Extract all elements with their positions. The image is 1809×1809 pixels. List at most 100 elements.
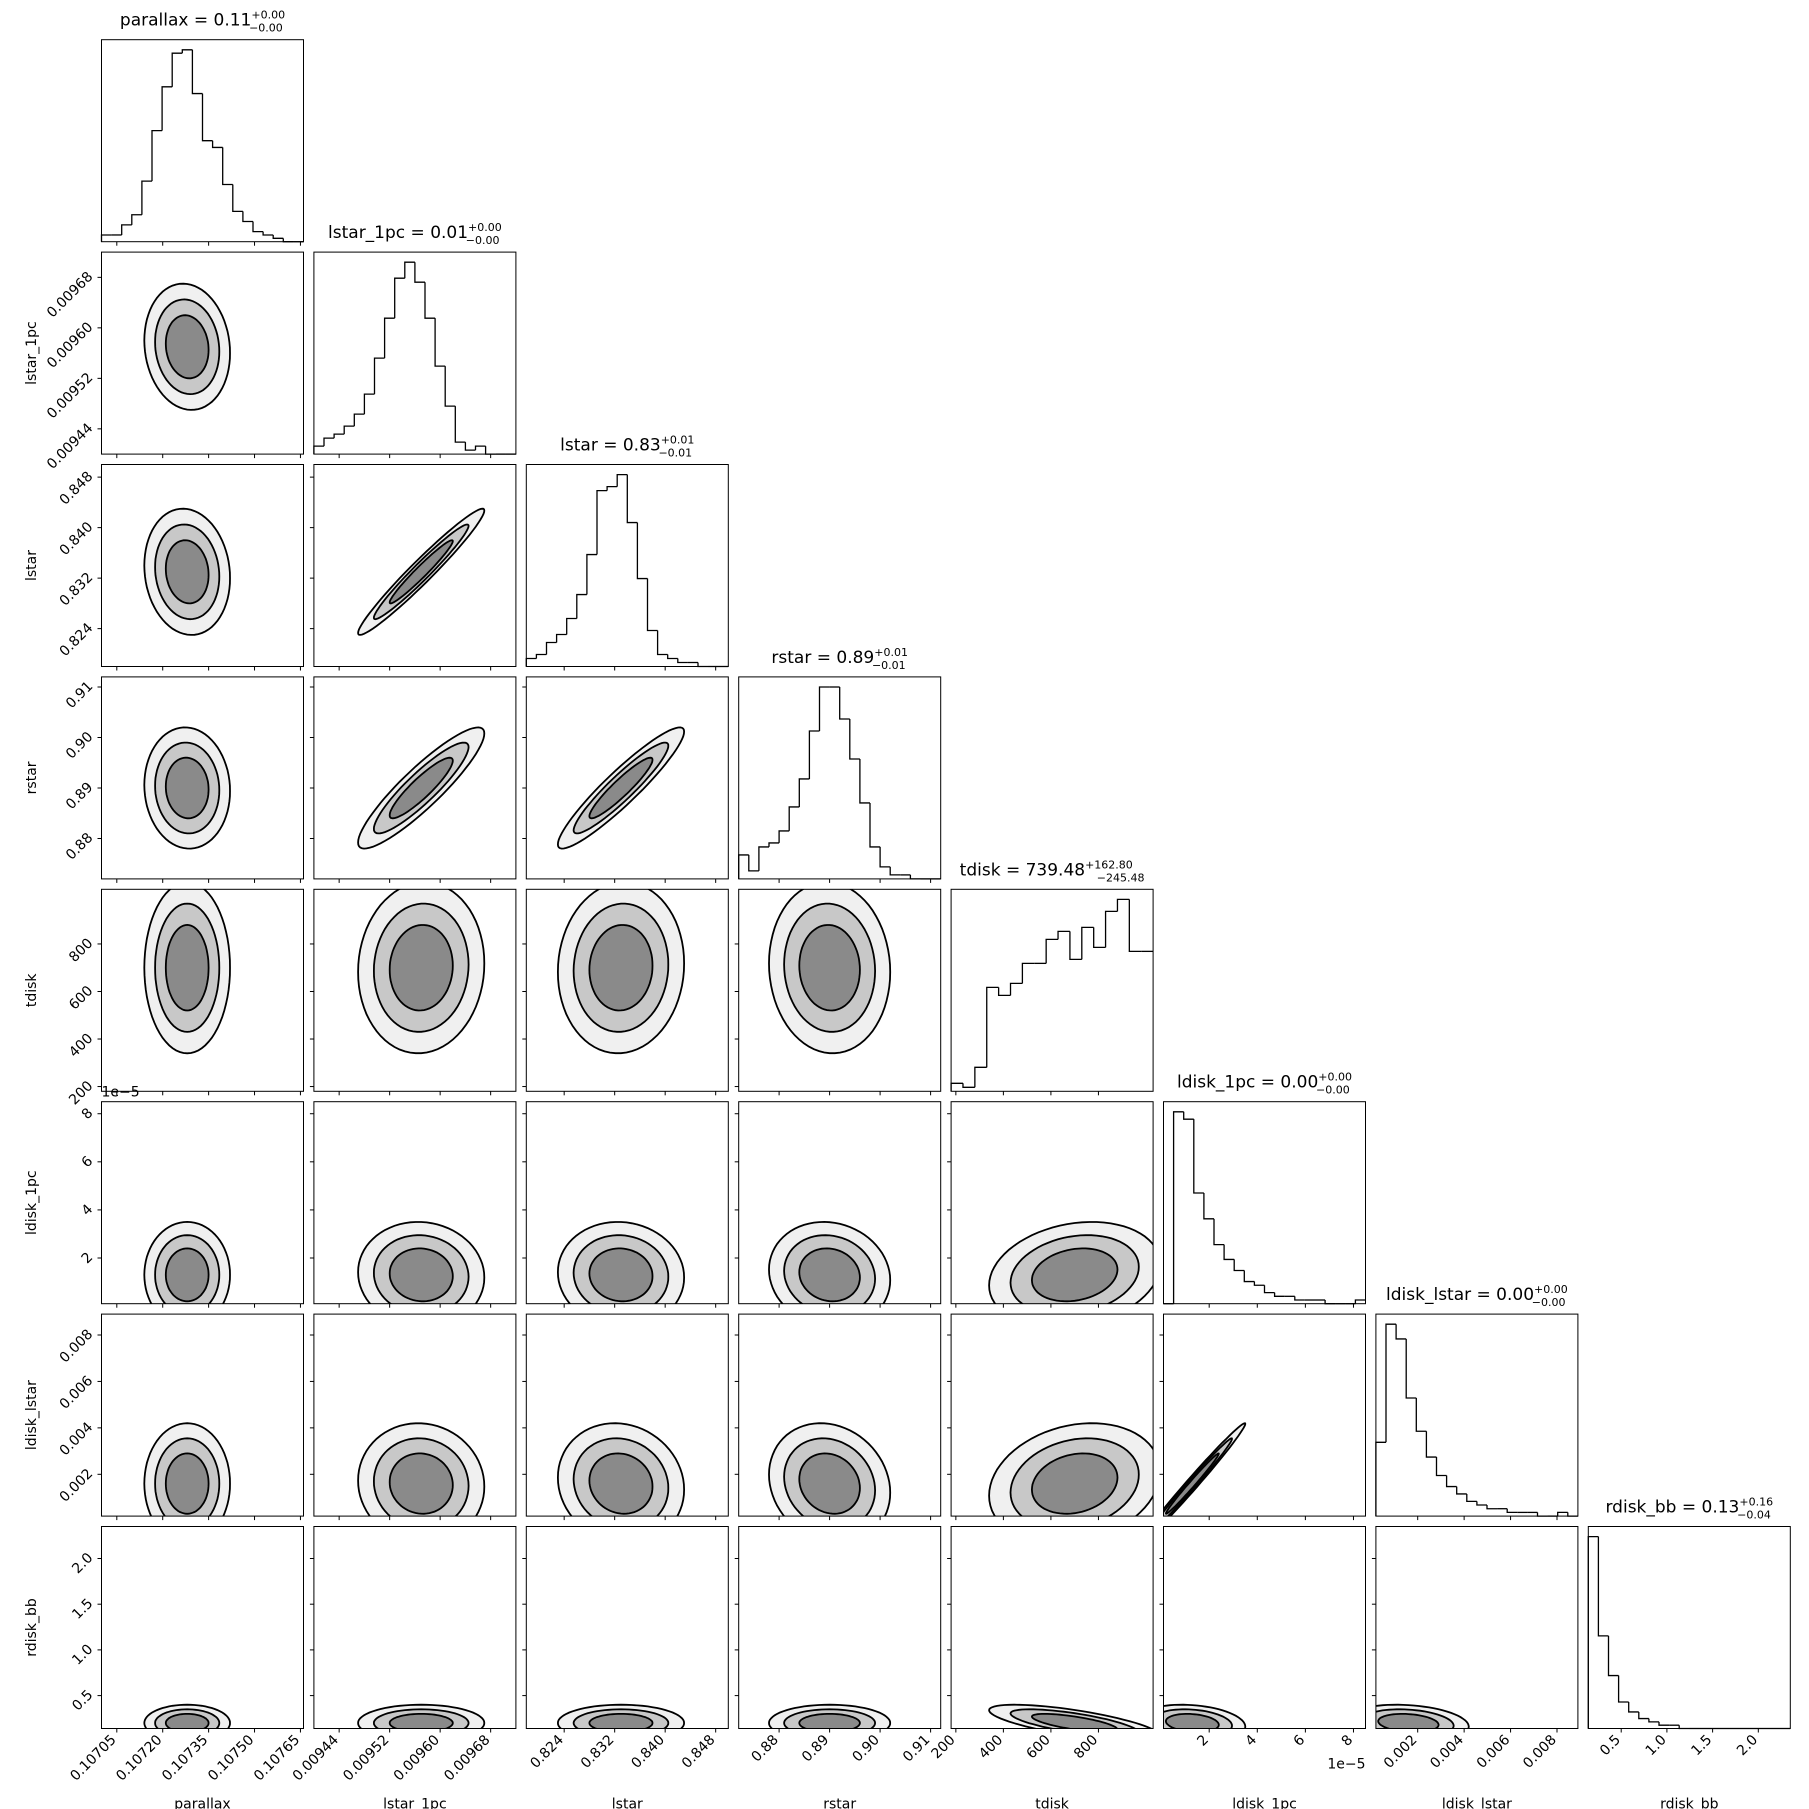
scatter-panel [947, 1313, 1154, 1521]
x-tick-label: 600 [1024, 1732, 1054, 1762]
histogram-step [1223, 1244, 1235, 1261]
y-tick-label: 8 [79, 1105, 97, 1123]
histogram-step [1506, 1508, 1518, 1514]
title-err-plus: +0.01 [874, 646, 908, 659]
histogram-step [181, 49, 193, 54]
y-tick-label: 0.89 [63, 780, 96, 813]
x-tick-label: 0.10735 [159, 1732, 211, 1784]
title-err-minus: −0.01 [658, 447, 692, 460]
x-tick-label: 0.90 [850, 1732, 883, 1765]
title-err-plus: +0.00 [1318, 1071, 1352, 1084]
contours [357, 507, 486, 636]
title-err-minus: −0.00 [1316, 1084, 1350, 1097]
panel-frame [1375, 1313, 1579, 1517]
scatter-panel: 0.002 0.004 0.006 0.008 [57, 1313, 304, 1521]
panel-frame [950, 1101, 1154, 1305]
histogram-step [1172, 1111, 1184, 1304]
title-text: parallax = 0.11 [120, 11, 251, 31]
panel-frame [525, 888, 729, 1092]
histogram-step [986, 986, 999, 1068]
histogram-step [1536, 1512, 1548, 1517]
histogram-step [818, 686, 830, 731]
histogram-step [566, 617, 577, 635]
panel-frame [313, 1526, 517, 1729]
panel-frame [313, 251, 517, 455]
x-tick-label: 400 [976, 1732, 1006, 1762]
x-tick-label: 1.5 [1688, 1732, 1715, 1759]
panel-frame [101, 888, 304, 1092]
y-tick-label: 0.00968 [44, 269, 96, 321]
title-text: tdisk = 739.48 [960, 860, 1085, 880]
panel-frame [1163, 1526, 1366, 1729]
histogram-step [323, 437, 335, 447]
contour [388, 756, 454, 820]
histogram-panel: parallax = 0.11+0.00 −0.00 [100, 9, 304, 246]
histogram-step [232, 184, 243, 213]
scatter-panel: 2 4 6 8 [1159, 1526, 1366, 1750]
contours [556, 1221, 686, 1304]
title-err-plus: +0.16 [1739, 1496, 1773, 1509]
contour [1377, 1713, 1440, 1729]
x-tick-label: 0.00968 [441, 1732, 493, 1784]
histogram-panel: rstar = 0.89+0.01 −0.01 [738, 646, 942, 883]
histogram-step [1193, 1119, 1204, 1194]
histogram-step [889, 866, 901, 876]
panel-frame [525, 464, 729, 667]
histogram-step [1104, 910, 1118, 948]
title-err-plus: +0.01 [661, 434, 695, 447]
panel-frame [313, 676, 517, 880]
histogram-step [1445, 1475, 1457, 1488]
x-tick-label: 0.002 [1381, 1732, 1421, 1772]
contours [1375, 1703, 1470, 1729]
histogram-step [555, 633, 567, 643]
contour [798, 1247, 861, 1303]
y-axis-label: tdisk [24, 973, 40, 1008]
contours [357, 1703, 486, 1729]
scatter-panel: 0.88 0.89 0.90 0.91 [63, 676, 304, 883]
histogram-step [1203, 1192, 1214, 1220]
contours [143, 507, 231, 636]
scatter-panel [947, 1101, 1154, 1308]
x-tick-label: 0.848 [679, 1732, 719, 1772]
histogram-step [1045, 938, 1059, 964]
contour [388, 924, 454, 1012]
histogram-step [1093, 927, 1106, 949]
histogram-step [474, 445, 486, 451]
x-tick-label: 0.10750 [205, 1732, 257, 1784]
y-axis-label: lstar_1pc [24, 321, 40, 385]
x-axis-label: rdisk_bb [1660, 1797, 1719, 1809]
histogram-step [1425, 1431, 1437, 1458]
x-axis-label: lstar_1pc [383, 1797, 447, 1809]
y-axis-label: rstar [24, 761, 40, 794]
histogram-step [353, 413, 365, 427]
histogram-panel: ldisk_1pc = 0.00+0.00 −0.00 [1163, 1071, 1366, 1308]
histogram-step [1395, 1324, 1407, 1340]
panel-frame [738, 1313, 942, 1517]
y-tick-label: 600 [66, 983, 96, 1013]
histogram-step [1567, 1512, 1578, 1517]
x-tick-label: 200 [928, 1732, 958, 1762]
y-tick-label: 0.90 [63, 729, 96, 762]
contour [588, 756, 654, 820]
histogram-step [636, 522, 648, 580]
histogram-step [839, 687, 850, 720]
x-tick-label: 0.91 [900, 1732, 933, 1765]
scatter-panel: 200 400 600 800 [928, 1526, 1154, 1762]
contours [357, 1422, 486, 1517]
histogram-step [1116, 898, 1130, 912]
histogram-step [262, 231, 274, 236]
histogram-step [535, 653, 547, 659]
histogram-step [677, 658, 688, 664]
contour [588, 1713, 654, 1729]
panel-frame [313, 888, 517, 1092]
histogram-step [1628, 1702, 1639, 1713]
contours [556, 1422, 686, 1517]
histogram-step [576, 593, 587, 619]
histogram-step [768, 842, 780, 847]
y-tick-label: 6 [79, 1153, 97, 1171]
panel-frame [1587, 1526, 1791, 1729]
histogram-step [404, 261, 415, 279]
